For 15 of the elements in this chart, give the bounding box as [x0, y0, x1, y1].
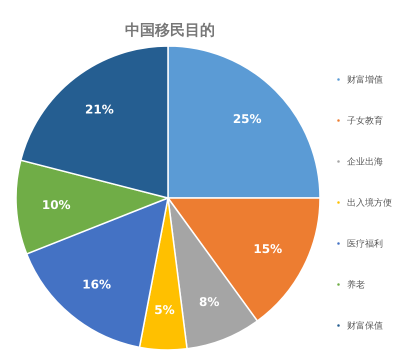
- legend-label: 医疗福利: [347, 238, 383, 250]
- data-label: 8%: [199, 295, 220, 310]
- data-label: 25%: [232, 112, 262, 126]
- data-label: 10%: [42, 198, 71, 212]
- legend-label: 子女教育: [347, 116, 383, 126]
- data-label: 16%: [82, 277, 111, 292]
- legend-label: 财富保值: [347, 320, 383, 332]
- legend-label: 企业出海: [347, 156, 383, 168]
- data-label: 21%: [84, 102, 114, 117]
- legend-label: 出入境方便: [347, 198, 392, 208]
- legend-label: 养老: [347, 280, 365, 290]
- legend-label: 财富增值: [347, 74, 383, 86]
- data-label: 5%: [154, 302, 175, 317]
- data-label: 15%: [253, 242, 282, 256]
- chart-title: 中国移民目的: [125, 21, 215, 39]
